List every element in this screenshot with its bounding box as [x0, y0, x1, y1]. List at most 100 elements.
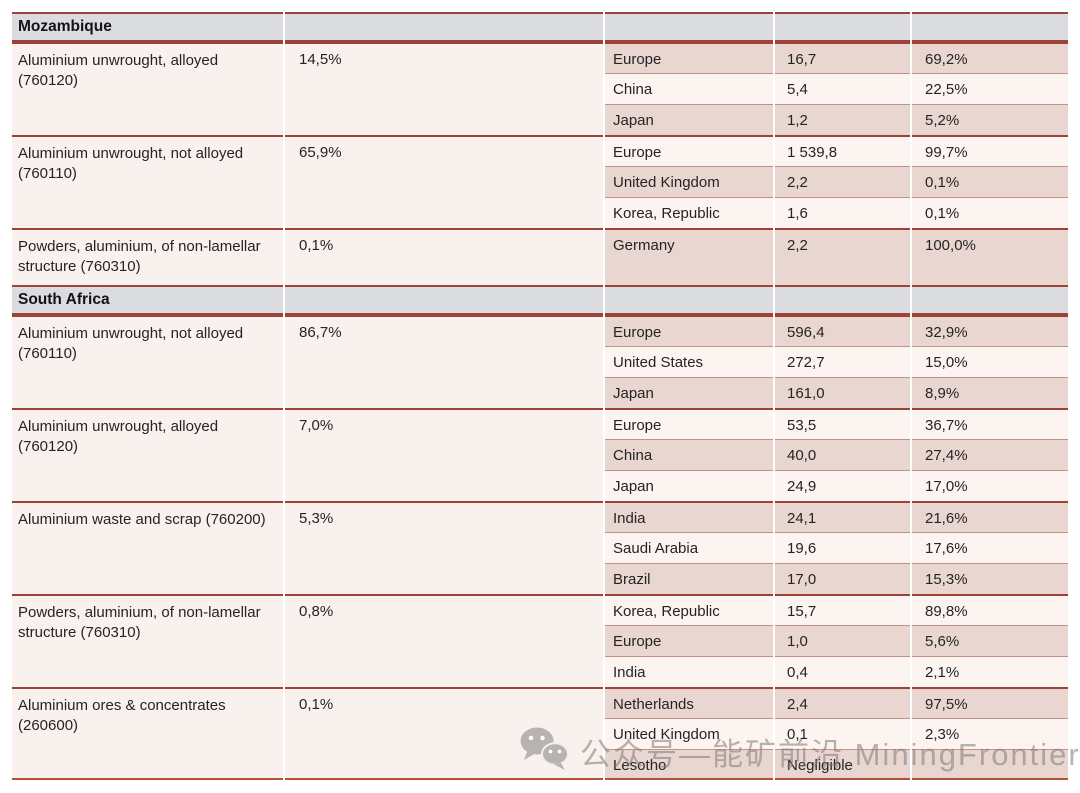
destination-row: Aluminium ores & concentrates (260600) 0,… [12, 687, 1068, 780]
commodity-cell: Aluminium waste and scrap (760200) [12, 501, 283, 594]
destination-share-cell: 97,5% [912, 687, 1068, 718]
export-share-cell: 14,5% [285, 42, 603, 135]
value-cell: 2,2 [775, 166, 910, 197]
export-share-cell: 86,7% [285, 315, 603, 408]
section-header-fill [912, 12, 1068, 42]
destination-cell: Lesotho [605, 749, 773, 780]
section-header-row-mozambique: Mozambique [12, 12, 1068, 42]
value-cell: 272,7 [775, 346, 910, 377]
destination-cell: India [605, 501, 773, 532]
destination-row: United States 272,7 15,0% [12, 346, 1068, 377]
export-share-cell: 0,1% [285, 228, 603, 285]
destination-cell: Europe [605, 408, 773, 439]
destination-row: Lesotho Negligible [12, 749, 1068, 780]
destination-share-cell: 21,6% [912, 501, 1068, 532]
export-share-cell: 0,1% [285, 687, 603, 780]
value-cell: 2,4 [775, 687, 910, 718]
destination-share-cell: 15,0% [912, 346, 1068, 377]
value-cell: 0,1 [775, 718, 910, 749]
value-cell: 19,6 [775, 532, 910, 563]
destination-share-cell: 2,1% [912, 656, 1068, 687]
export-destinations-table: Mozambique Aluminium unwrought, alloyed (… [10, 12, 1070, 780]
destination-cell: United Kingdom [605, 166, 773, 197]
destination-share-cell: 99,7% [912, 135, 1068, 166]
export-share-cell: 0,8% [285, 594, 603, 687]
value-cell: Negligible [775, 749, 910, 780]
destination-row: Powders, aluminium, of non-lamellar stru… [12, 594, 1068, 687]
destination-share-cell: 100,0% [912, 228, 1068, 285]
destination-row: Aluminium unwrought, alloyed (760120) 7,0… [12, 408, 1068, 501]
section-header-fill [605, 12, 773, 42]
destination-cell: India [605, 656, 773, 687]
destination-cell: China [605, 73, 773, 104]
destination-cell: Japan [605, 104, 773, 135]
destination-row: United Kingdom 0,1 2,3% [12, 718, 1068, 749]
destination-share-cell: 27,4% [912, 439, 1068, 470]
destination-row: Japan 161,0 8,9% [12, 377, 1068, 408]
destination-row: Aluminium waste and scrap (760200) 5,3% In… [12, 501, 1068, 594]
destination-cell: Europe [605, 135, 773, 166]
table-body: Mozambique Aluminium unwrought, alloyed (… [12, 12, 1068, 780]
value-cell: 1,0 [775, 625, 910, 656]
section-title-mozambique: Mozambique [12, 12, 283, 42]
destination-row: Aluminium unwrought, alloyed (760120) 14,… [12, 42, 1068, 135]
destination-row: Aluminium unwrought, not alloyed (760110… [12, 135, 1068, 228]
commodity-cell: Aluminium unwrought, alloyed (760120) [12, 408, 283, 501]
commodity-cell: Aluminium ores & concentrates (260600) [12, 687, 283, 780]
section-header-fill [912, 285, 1068, 315]
destination-cell: Europe [605, 315, 773, 346]
value-cell: 161,0 [775, 377, 910, 408]
destination-share-cell: 36,7% [912, 408, 1068, 439]
export-share-cell: 65,9% [285, 135, 603, 228]
destination-share-cell: 89,8% [912, 594, 1068, 625]
destination-share-cell: 0,1% [912, 166, 1068, 197]
destination-cell: Brazil [605, 563, 773, 594]
destination-row: India 0,4 2,1% [12, 656, 1068, 687]
destination-cell: Europe [605, 625, 773, 656]
value-cell: 0,4 [775, 656, 910, 687]
destination-cell: Japan [605, 470, 773, 501]
destination-row: Japan 1,2 5,2% [12, 104, 1068, 135]
destination-row: Aluminium unwrought, not alloyed (760110… [12, 315, 1068, 408]
value-cell: 24,1 [775, 501, 910, 532]
commodity-cell: Powders, aluminium, of non-lamellar stru… [12, 594, 283, 687]
destination-row: Japan 24,9 17,0% [12, 470, 1068, 501]
section-header-row-south-africa: South Africa [12, 285, 1068, 315]
destination-share-cell: 17,6% [912, 532, 1068, 563]
destination-row: China 40,0 27,4% [12, 439, 1068, 470]
destination-cell: Korea, Republic [605, 197, 773, 228]
value-cell: 2,2 [775, 228, 910, 285]
destination-cell: United States [605, 346, 773, 377]
destination-cell: China [605, 439, 773, 470]
destination-row: Korea, Republic 1,6 0,1% [12, 197, 1068, 228]
destination-share-cell: 15,3% [912, 563, 1068, 594]
value-cell: 1,6 [775, 197, 910, 228]
commodity-cell: Aluminium unwrought, not alloyed (760110… [12, 135, 283, 228]
section-title-south-africa: South Africa [12, 285, 283, 315]
destination-cell: Netherlands [605, 687, 773, 718]
value-cell: 596,4 [775, 315, 910, 346]
destination-share-cell: 0,1% [912, 197, 1068, 228]
value-cell: 53,5 [775, 408, 910, 439]
value-cell: 15,7 [775, 594, 910, 625]
commodity-cell: Aluminium unwrought, alloyed (760120) [12, 42, 283, 135]
destination-row: Saudi Arabia 19,6 17,6% [12, 532, 1068, 563]
destination-share-cell [912, 749, 1068, 780]
commodity-cell: Powders, aluminium, of non-lamellar stru… [12, 228, 283, 285]
value-cell: 24,9 [775, 470, 910, 501]
commodity-cell: Aluminium unwrought, not alloyed (760110… [12, 315, 283, 408]
section-header-fill [775, 12, 910, 42]
section-header-fill [285, 285, 603, 315]
destination-cell: Saudi Arabia [605, 532, 773, 563]
value-cell: 17,0 [775, 563, 910, 594]
value-cell: 1,2 [775, 104, 910, 135]
value-cell: 1 539,8 [775, 135, 910, 166]
destination-share-cell: 69,2% [912, 42, 1068, 73]
section-header-fill [605, 285, 773, 315]
destination-cell: Germany [605, 228, 773, 285]
value-cell: 5,4 [775, 73, 910, 104]
section-header-fill [775, 285, 910, 315]
export-share-cell: 5,3% [285, 501, 603, 594]
destination-share-cell: 22,5% [912, 73, 1068, 104]
